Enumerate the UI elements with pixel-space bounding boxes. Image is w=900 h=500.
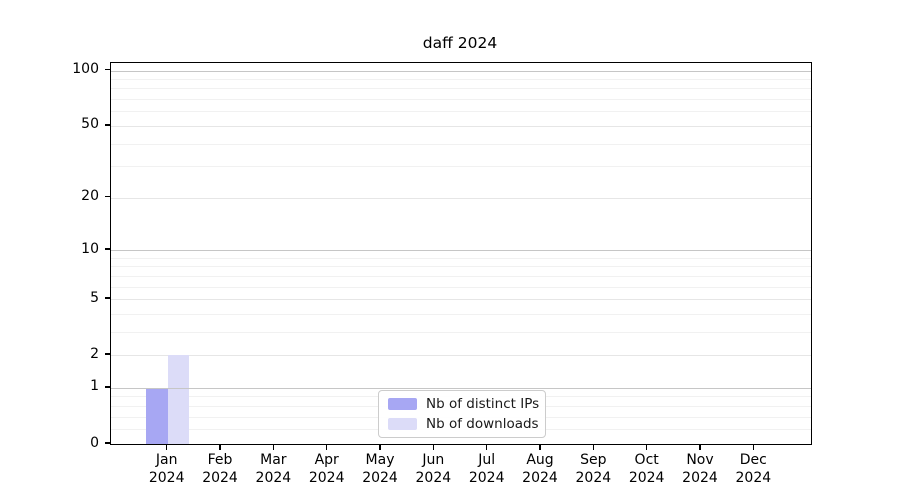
x-axis-tick (645, 444, 648, 451)
bar-distinct-ips (146, 387, 168, 444)
legend: Nb of distinct IPs Nb of downloads (378, 390, 546, 438)
x-axis-tick (166, 444, 168, 451)
x-axis-tick (379, 444, 381, 451)
gridline-minor (111, 99, 811, 101)
legend-swatch-distinct-ips (388, 398, 417, 411)
plot-area (110, 62, 812, 445)
y-axis-tick-label: 2 (90, 345, 99, 362)
x-axis-tick-label: Nov 2024 (660, 452, 740, 487)
y-axis-tick-label: 50 (81, 116, 99, 133)
gridline-major (111, 250, 811, 251)
x-axis-month: Jan (155, 452, 178, 468)
gridline-minor (111, 166, 811, 168)
x-axis-tick (592, 444, 595, 451)
x-axis-tick (219, 444, 221, 451)
x-axis-month: Aug (526, 452, 554, 468)
y-axis-tick-label: 100 (72, 61, 99, 78)
x-axis-month: Mar (260, 452, 287, 468)
x-axis-month: Feb (207, 452, 233, 468)
x-axis-month: May (365, 452, 395, 468)
y-axis-tick (105, 248, 110, 250)
x-axis-year: 2024 (628, 469, 665, 486)
x-axis-tick (272, 444, 275, 451)
gridline-minor (111, 79, 811, 81)
x-axis-month: Sep (580, 452, 607, 468)
x-axis-tick-label: Jun 2024 (393, 452, 473, 487)
x-axis-tick-label: Jan 2024 (127, 452, 207, 487)
x-axis-month: Jul (478, 452, 496, 468)
x-axis-year: 2024 (575, 469, 612, 486)
x-axis-month: Apr (314, 452, 339, 468)
x-axis-tick-label: Apr 2024 (287, 452, 367, 487)
x-axis-year: 2024 (735, 469, 772, 486)
legend-swatch-downloads (388, 417, 417, 430)
x-axis-tick-label: May 2024 (340, 452, 420, 487)
x-axis-year: 2024 (362, 469, 398, 486)
x-axis-year: 2024 (308, 469, 345, 486)
gridline-major (111, 355, 811, 357)
x-axis-year: 2024 (148, 469, 185, 486)
y-axis-tick-label: 5 (90, 289, 99, 306)
gridline-minor (111, 286, 811, 288)
legend-item-downloads: Nb of downloads (388, 415, 539, 432)
legend-label-downloads: Nb of downloads (426, 415, 539, 432)
x-axis-tick (432, 444, 435, 451)
x-axis-tick-label: Oct 2024 (607, 452, 687, 487)
x-axis-month: Nov (686, 452, 714, 468)
chart-title: daff 2024 (422, 34, 498, 52)
x-axis-year: 2024 (468, 469, 505, 486)
bar-downloads (167, 355, 190, 444)
x-axis-year: 2024 (522, 469, 558, 486)
x-axis-tick-label: Aug 2024 (500, 452, 580, 487)
legend-label-distinct-ips: Nb of distinct IPs (426, 396, 540, 413)
x-axis-tick (485, 444, 488, 451)
gridline-major (111, 387, 811, 389)
x-axis-tick (325, 444, 328, 451)
gridline-minor (111, 275, 811, 277)
gridline-minor (111, 88, 811, 90)
y-axis-tick (105, 68, 110, 71)
legend-item-distinct-ips: Nb of distinct IPs (388, 396, 540, 413)
gridline-minor (111, 143, 811, 145)
x-axis-year: 2024 (682, 469, 718, 486)
x-axis-month: Oct (634, 452, 659, 468)
x-axis-year: 2024 (415, 469, 452, 486)
gridline-major (111, 197, 811, 199)
y-axis-tick (105, 442, 110, 444)
y-axis-tick-label: 1 (90, 378, 99, 395)
x-axis-month: Dec (739, 452, 767, 468)
y-axis-tick (105, 297, 110, 299)
gridline-minor (111, 331, 811, 333)
x-axis-tick (752, 444, 755, 451)
x-axis-tick-label: Feb 2024 (180, 452, 260, 487)
x-axis-tick-label: Mar 2024 (233, 452, 313, 487)
gridline-major (111, 125, 811, 127)
gridline-major (111, 299, 811, 301)
x-axis-tick (699, 444, 701, 451)
y-axis-tick (105, 353, 110, 355)
y-axis-tick-label: 20 (81, 188, 99, 205)
gridline-minor (111, 257, 811, 259)
y-axis-tick (105, 124, 110, 126)
gridline-minor (111, 266, 811, 268)
x-axis-month: Jun (422, 452, 445, 468)
x-axis-tick-label: Sep 2024 (553, 452, 633, 487)
y-axis-tick-label: 0 (90, 434, 99, 451)
y-axis-tick (105, 386, 110, 388)
gridline-minor (111, 111, 811, 113)
x-axis-year: 2024 (255, 469, 292, 486)
y-axis-tick-label: 10 (81, 240, 99, 257)
x-axis-tick (539, 444, 541, 451)
gridline-minor (111, 313, 811, 315)
x-axis-tick-label: Dec 2024 (713, 452, 793, 487)
y-axis-tick (105, 195, 110, 198)
x-axis-tick-label: Jul 2024 (447, 452, 527, 487)
gridline-major (111, 70, 811, 72)
x-axis-year: 2024 (202, 469, 238, 486)
